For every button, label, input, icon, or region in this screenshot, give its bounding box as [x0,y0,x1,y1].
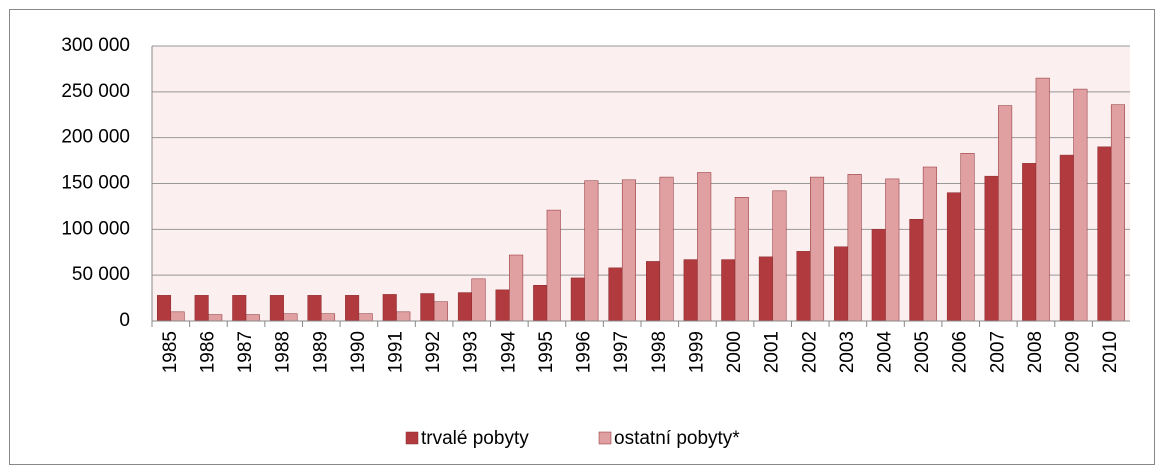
bar [621,179,636,322]
y-tick-label: 50 000 [72,264,130,285]
bar [721,259,736,322]
bar [269,295,284,322]
x-tick-label: 1994 [498,331,519,374]
legend-swatch [598,431,612,445]
bar [232,295,247,322]
bar [1097,146,1112,322]
x-tick-label: 1990 [348,331,369,373]
x-tick-label: 1989 [310,331,331,373]
bar [909,219,924,322]
bar [533,285,548,322]
bar [471,278,486,322]
bar [871,229,886,322]
bar [495,289,510,322]
bar [998,105,1013,322]
bar [659,176,674,322]
bar [810,176,825,322]
y-tick-label: 0 [119,310,130,331]
bar [283,313,298,322]
bar [758,256,773,322]
bar [570,277,585,322]
bar [546,209,561,322]
bar [960,153,975,322]
bar [946,192,961,322]
bar [885,178,900,322]
x-tick-label: 1993 [461,331,482,373]
bar [1022,163,1037,322]
bar [1110,104,1125,322]
legend-swatch [405,431,419,445]
bar [321,313,336,322]
bar [420,293,435,322]
x-tick-label: 2009 [1063,331,1084,373]
bar [1059,154,1074,322]
bar [509,254,524,322]
x-tick-label: 1987 [235,331,256,373]
bar [433,301,448,322]
x-tick-label: 1985 [160,331,181,373]
legend-label: ostatní pobyty* [614,428,740,449]
bar [608,267,623,322]
x-tick-label: 2007 [987,331,1008,373]
bar [772,190,787,322]
bar [358,313,373,322]
legend-label: trvalé pobyty [421,428,529,449]
bar [584,180,599,322]
y-tick-label: 150 000 [61,173,130,194]
bar [697,172,712,322]
bar [208,314,223,322]
bar [847,174,862,322]
x-tick-label: 1995 [536,331,557,373]
x-tick-label: 1997 [611,331,632,373]
x-tick-label: 2001 [762,331,783,373]
bar [796,251,811,322]
bar [345,295,360,322]
bar [170,311,185,322]
x-tick-label: 1992 [423,331,444,373]
bar [922,166,937,322]
x-tick-label: 2003 [837,331,858,373]
x-tick-label: 1988 [273,331,294,373]
bar [396,311,411,322]
bar [984,175,999,322]
x-tick-label: 1998 [649,331,670,373]
bar [194,295,209,322]
x-tick-label: 1996 [574,331,595,373]
bar [307,295,322,322]
bar [1035,77,1050,322]
bar [646,261,661,322]
x-tick-label: 2004 [875,331,896,374]
x-tick-label: 2006 [950,331,971,373]
bar [1073,88,1088,322]
x-tick-label: 2008 [1025,331,1046,373]
x-tick-label: 2005 [912,331,933,373]
y-tick-label: 100 000 [61,218,130,239]
x-tick-label: 2002 [799,331,820,373]
bar [457,292,472,322]
x-tick-label: 2010 [1100,331,1121,373]
x-tick-label: 2000 [724,331,745,373]
y-tick-label: 250 000 [61,81,130,102]
x-tick-label: 1999 [686,331,707,373]
bar [734,197,749,322]
y-tick-label: 300 000 [61,35,130,56]
bar [157,295,172,322]
x-tick-label: 1991 [386,331,407,373]
x-tick-label: 1986 [197,331,218,373]
y-tick-label: 200 000 [61,127,130,148]
bar [245,314,260,322]
bar [834,246,849,322]
bar [683,259,698,322]
bar [382,294,397,322]
